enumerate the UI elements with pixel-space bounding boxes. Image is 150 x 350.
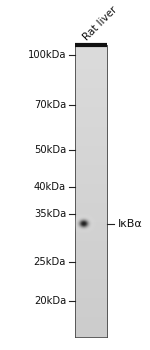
Text: 70kDa: 70kDa — [34, 100, 66, 110]
Text: 20kDa: 20kDa — [34, 296, 66, 306]
Text: IκBα: IκBα — [117, 219, 142, 229]
Text: Rat liver: Rat liver — [82, 5, 120, 42]
Text: 25kDa: 25kDa — [34, 257, 66, 267]
Text: 50kDa: 50kDa — [34, 145, 66, 155]
Text: 100kDa: 100kDa — [27, 50, 66, 60]
Text: 40kDa: 40kDa — [34, 182, 66, 192]
Text: 35kDa: 35kDa — [34, 209, 66, 219]
